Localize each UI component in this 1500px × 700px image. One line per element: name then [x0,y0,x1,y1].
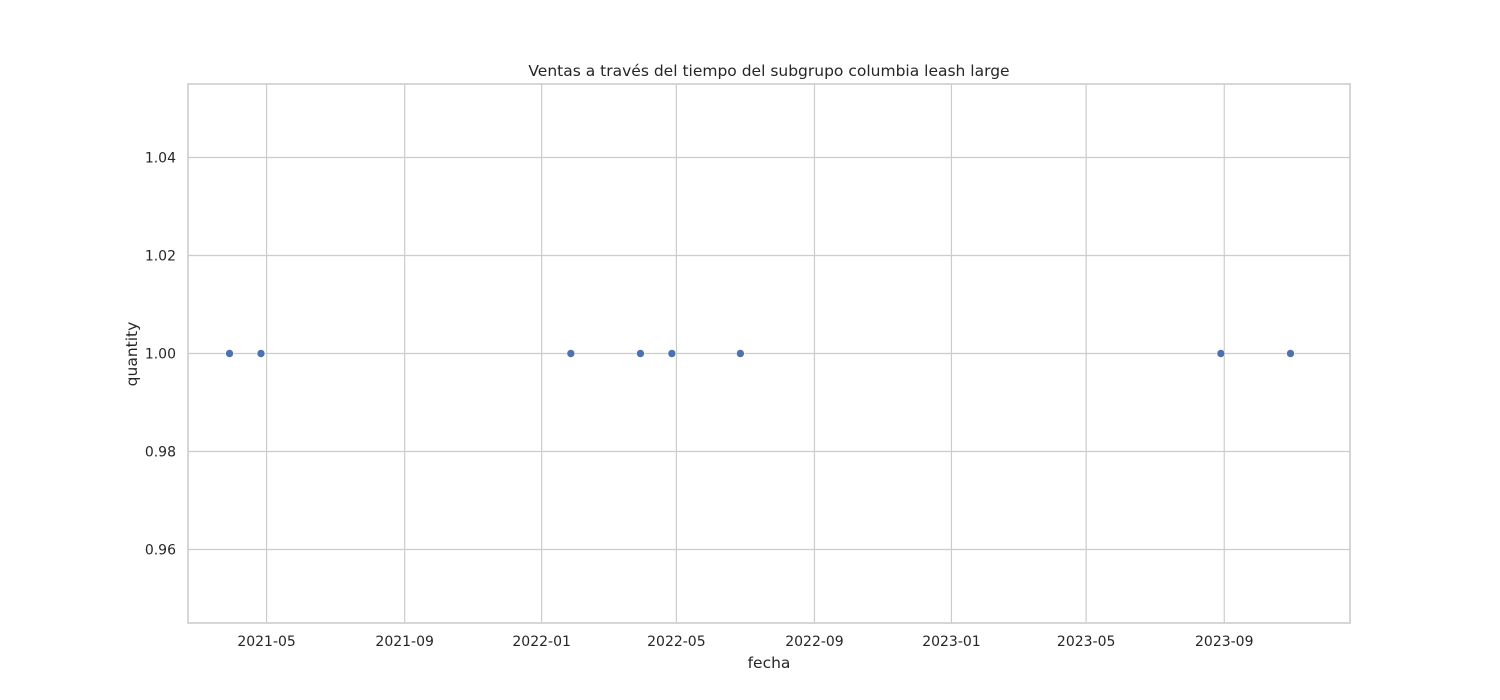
plot-frame [187,83,1351,624]
y-tick-label: 1.00 [145,347,176,363]
data-point [636,349,645,358]
data-point [225,349,234,358]
data-point [1286,349,1295,358]
data-point [256,349,266,358]
data-point [667,349,677,358]
x-tick-label: 2023-09 [1195,634,1254,650]
y-tick-label: 1.02 [145,249,176,265]
data-point [736,349,745,358]
x-tick-label: 2022-01 [512,634,571,650]
y-axis-label: quantity [123,322,141,387]
x-tick-label: 2023-05 [1057,634,1116,650]
x-tick-label: 2023-01 [922,634,981,650]
x-tick-label: 2021-09 [375,634,434,650]
y-gridlines [188,156,1350,551]
y-tick-label: 1.04 [145,151,176,167]
chart-title: Ventas a través del tiempo del subgrupo … [528,62,1009,80]
x-tick-label: 2022-09 [785,634,844,650]
y-tick-labels: 0.96 0.98 1.00 1.02 1.04 [145,151,176,559]
x-axis-label: fecha [748,654,791,672]
x-tick-labels: 2021-05 2021-09 2022-01 2022-05 2022-09 2023-… [237,634,1253,650]
data-points [225,349,1295,358]
x-tick-label: 2022-05 [647,634,706,650]
x-tick-label: 2021-05 [237,634,296,650]
y-tick-label: 0.96 [145,543,176,559]
data-point [1216,349,1226,358]
y-tick-label: 0.98 [145,445,176,461]
data-point [566,349,576,358]
